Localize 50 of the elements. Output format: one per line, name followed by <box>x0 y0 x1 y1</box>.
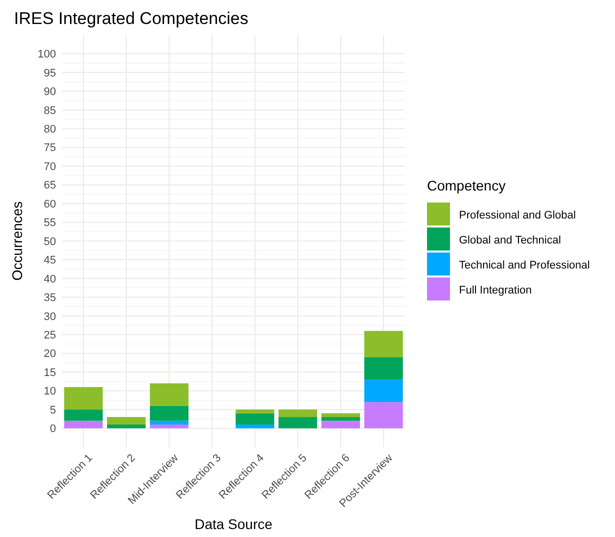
y-tick-label: 45 <box>44 254 56 267</box>
bar <box>64 410 103 421</box>
bar <box>150 406 188 421</box>
bar <box>364 402 403 428</box>
y-tick-label: 100 <box>38 48 56 61</box>
y-tick-label: 20 <box>44 348 56 360</box>
y-tick-label: 5 <box>50 404 56 416</box>
x-axis-title: Data Source <box>194 516 273 532</box>
bar <box>364 357 403 380</box>
bar <box>150 383 188 406</box>
y-tick-label: 40 <box>44 273 56 286</box>
bar <box>64 420 103 428</box>
y-tick-label: 95 <box>44 67 56 80</box>
bar <box>236 410 274 414</box>
bar <box>150 420 188 425</box>
y-tick-label: 30 <box>44 310 56 323</box>
bar <box>107 417 146 425</box>
y-tick-label: 60 <box>44 198 56 210</box>
y-tick-label: 35 <box>44 292 56 304</box>
bar <box>321 420 360 428</box>
bar <box>364 380 403 402</box>
y-tick-label: 55 <box>44 217 56 230</box>
legend-label: Full Integration <box>459 284 532 296</box>
legend-label: Professional and Global <box>459 209 576 222</box>
y-tick-label: 70 <box>44 160 56 173</box>
bar <box>236 413 274 425</box>
bar <box>236 424 274 428</box>
legend-title: Competency <box>427 178 506 194</box>
y-tick-label: 65 <box>44 180 56 192</box>
bar <box>107 424 146 428</box>
bar <box>64 387 103 410</box>
y-tick-label: 90 <box>44 86 56 98</box>
bar <box>278 410 318 418</box>
y-tick-label: 75 <box>44 142 56 154</box>
legend-label: Technical and Professional <box>459 259 590 272</box>
legend-label: Global and Technical <box>459 234 561 246</box>
y-tick-label: 10 <box>44 386 56 398</box>
y-axis-title: Occurrences <box>9 201 25 281</box>
bar <box>321 413 360 418</box>
y-tick-label: 0 <box>50 423 56 436</box>
bar <box>364 330 403 358</box>
bar <box>278 417 318 428</box>
chart-title: IRES Integrated Competencies <box>14 9 248 28</box>
bar <box>321 417 360 421</box>
y-tick-label: 25 <box>44 329 56 342</box>
y-tick-label: 50 <box>44 236 56 248</box>
bar <box>150 424 188 428</box>
y-tick-label: 15 <box>44 366 56 379</box>
y-tick-label: 85 <box>44 104 56 117</box>
y-tick-label: 80 <box>44 123 56 136</box>
